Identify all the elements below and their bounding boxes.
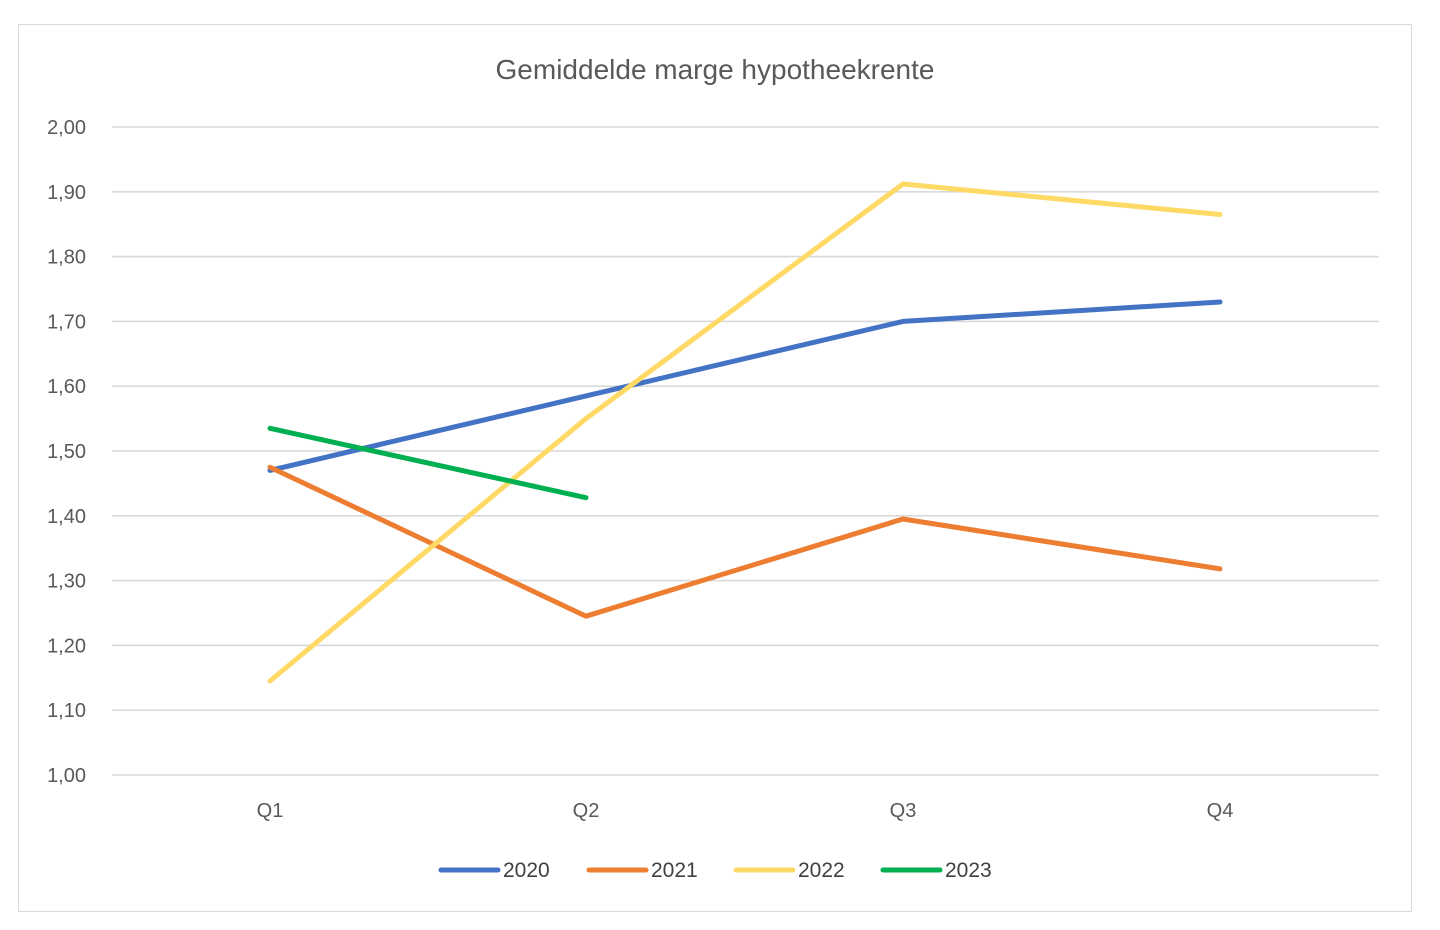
y-axis-ticks: 1,00 1,10 1,20 1,30 1,40 1,50 1,60 1,70 1,80 1,90…	[47, 117, 86, 787]
y-tick-label: 1,10	[47, 700, 86, 722]
series-line-2023	[267, 425, 589, 501]
x-tick-label: Q3	[890, 800, 917, 822]
legend-label: 2021	[651, 859, 698, 882]
legend-label: 2022	[798, 859, 845, 882]
series-line-2020	[267, 299, 1223, 473]
y-tick-label: 1,50	[47, 441, 86, 463]
y-tick-label: 1,40	[47, 506, 86, 528]
y-tick-label: 1,80	[47, 247, 86, 269]
y-tick-label: 1,70	[47, 311, 86, 333]
series-line-2022	[267, 181, 1223, 684]
legend-item-2022: 2022	[733, 859, 845, 882]
y-tick-label: 2,00	[47, 117, 86, 139]
y-tick-label: 1,00	[47, 765, 86, 787]
x-tick-label: Q4	[1207, 800, 1234, 822]
legend: 2020 2021 2022 2023	[438, 859, 992, 882]
legend-label: 2023	[945, 859, 992, 882]
legend-item-2020: 2020	[438, 859, 550, 882]
series-line-2021	[267, 464, 1223, 619]
y-tick-label: 1,30	[47, 571, 86, 593]
x-tick-label: Q2	[573, 800, 600, 822]
chart-frame	[18, 24, 1412, 912]
y-tick-label: 1,90	[47, 182, 86, 204]
chart-title: Gemiddelde marge hypotheekrente	[496, 54, 935, 85]
y-tick-label: 1,60	[47, 376, 86, 398]
legend-label: 2020	[503, 859, 550, 882]
legend-item-2021: 2021	[586, 859, 698, 882]
x-tick-label: Q1	[257, 800, 284, 822]
gridlines	[112, 126, 1379, 776]
legend-item-2023: 2023	[880, 859, 992, 882]
series-lines	[267, 181, 1223, 684]
x-axis-ticks: Q1 Q2 Q3 Q4	[257, 800, 1234, 822]
y-tick-label: 1,20	[47, 635, 86, 657]
